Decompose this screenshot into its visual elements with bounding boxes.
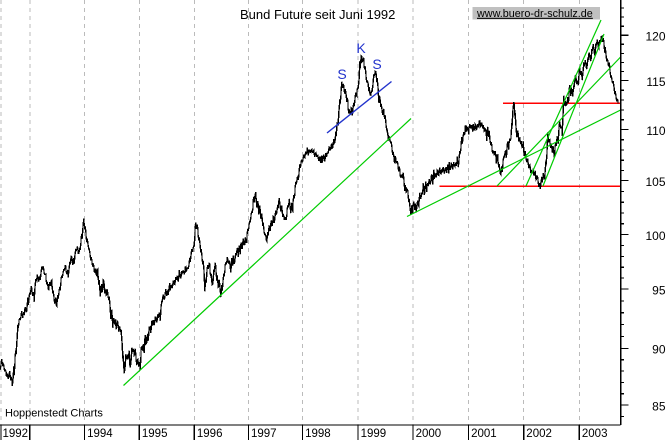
svg-text:2000: 2000 — [416, 428, 442, 440]
svg-text:1996: 1996 — [197, 428, 223, 440]
svg-text:1997: 1997 — [251, 428, 277, 440]
svg-text:1994: 1994 — [87, 428, 113, 440]
svg-text:90: 90 — [652, 343, 666, 357]
svg-text:95: 95 — [652, 283, 666, 297]
svg-text:105: 105 — [645, 175, 665, 189]
svg-text:1992: 1992 — [3, 428, 29, 440]
svg-text:2001: 2001 — [471, 428, 497, 440]
svg-text:85: 85 — [652, 399, 666, 413]
svg-text:www.buero-dr-schulz.de: www.buero-dr-schulz.de — [476, 8, 593, 20]
svg-text:S: S — [372, 56, 381, 72]
svg-text:100: 100 — [645, 229, 665, 243]
svg-text:1999: 1999 — [361, 428, 387, 440]
svg-text:Bund Future seit Juni 1992: Bund Future seit Juni 1992 — [240, 7, 395, 22]
svg-text:1998: 1998 — [305, 428, 331, 440]
svg-text:S: S — [337, 66, 346, 82]
svg-text:2003: 2003 — [582, 428, 608, 440]
svg-text:1995: 1995 — [142, 428, 168, 440]
svg-text:115: 115 — [646, 75, 665, 89]
svg-text:Hoppenstedt Charts: Hoppenstedt Charts — [5, 408, 103, 420]
svg-text:120: 120 — [645, 30, 665, 44]
svg-text:2002: 2002 — [526, 428, 552, 440]
svg-text:110: 110 — [646, 124, 665, 138]
svg-text:K: K — [356, 40, 366, 56]
